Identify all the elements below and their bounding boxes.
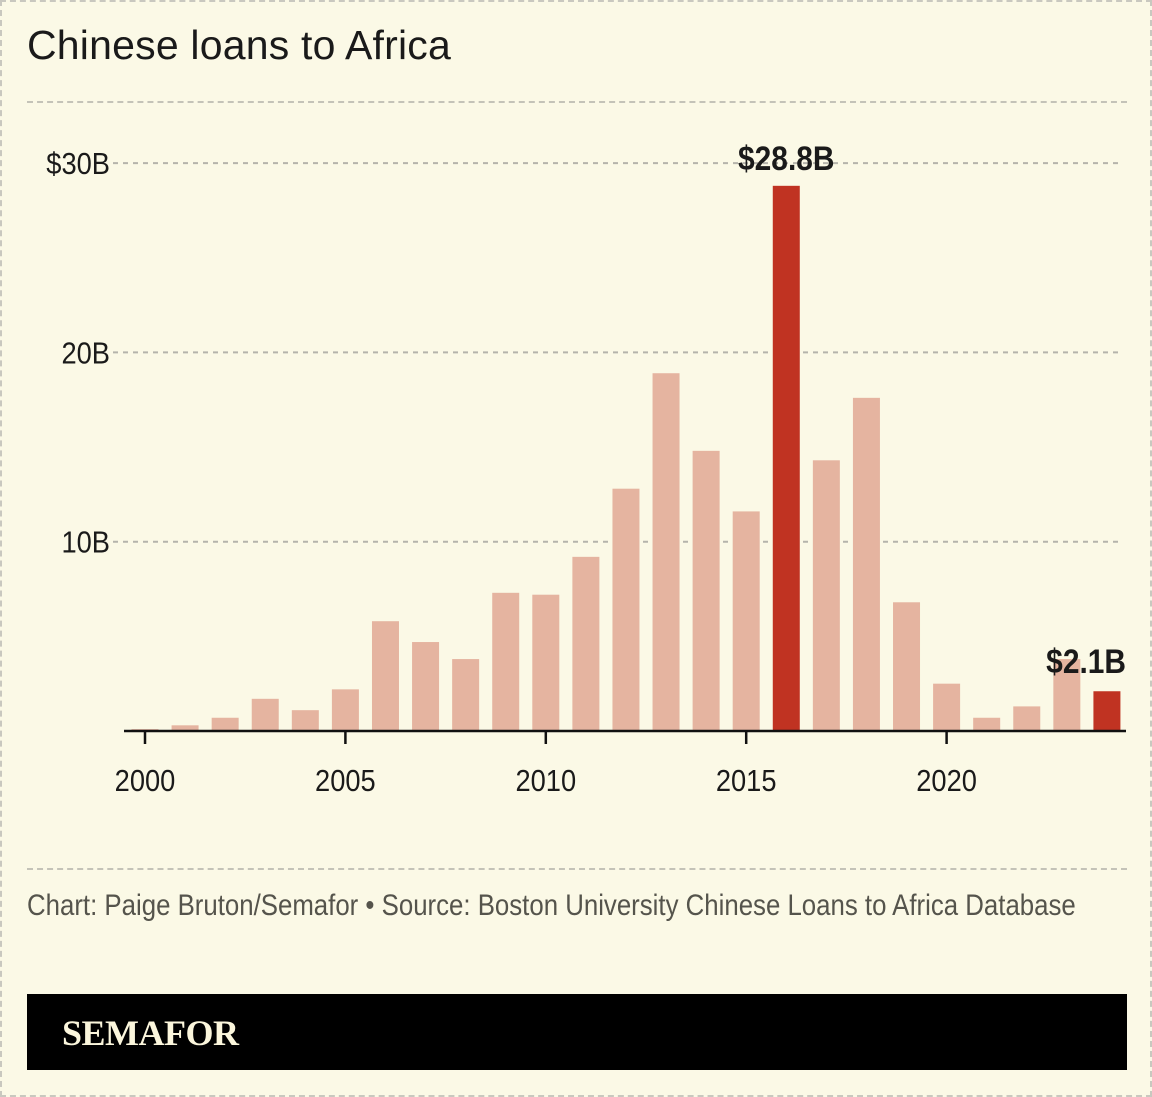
y-axis-label: 10B <box>61 526 110 560</box>
bar-chart: 10B 20B $30B 2000 2005 2010 2015 2020 $28.8B $2.1… <box>46 139 1126 798</box>
bar-2013 <box>652 373 680 731</box>
bar-2006 <box>371 621 399 731</box>
bar-2018 <box>852 397 880 731</box>
top-divider <box>27 101 1127 103</box>
semafor-logo: SEMAFOR <box>62 1013 239 1053</box>
bar-2021 <box>973 717 1001 731</box>
value-annotation: $28.8B <box>738 139 834 177</box>
value-annotation: $2.1B <box>1046 642 1126 680</box>
x-axis-label: 2000 <box>115 764 176 798</box>
bar-2001 <box>171 725 199 731</box>
bar-2007 <box>412 642 440 731</box>
y-axis-label: 20B <box>61 337 110 371</box>
bar-2019 <box>893 602 921 731</box>
bottom-divider <box>27 868 1127 870</box>
bar-2002 <box>211 717 239 731</box>
x-axis-label: 2010 <box>515 764 576 798</box>
bar-2022 <box>1013 706 1041 731</box>
x-axis-label: 2015 <box>716 764 777 798</box>
bar-2016 <box>772 185 800 732</box>
x-axis-label: 2020 <box>916 764 977 798</box>
bar-2010 <box>532 594 560 731</box>
bar-2008 <box>452 659 480 731</box>
chart-credit: Chart: Paige Bruton/Semafor • Source: Bo… <box>27 889 1076 922</box>
y-axis-label: $30B <box>46 148 110 182</box>
bar-2023 <box>1053 659 1081 731</box>
x-axis-label: 2005 <box>315 764 376 798</box>
bar-2015 <box>732 511 760 731</box>
chart-title: Chinese loans to Africa <box>27 22 451 68</box>
bar-2005 <box>331 689 359 731</box>
bar-2014 <box>692 450 720 731</box>
brand-bar: SEMAFOR <box>27 994 1127 1070</box>
bar-2004 <box>291 710 319 731</box>
bar-2011 <box>572 556 600 731</box>
bar-2020 <box>933 683 961 731</box>
bar-2012 <box>612 488 640 731</box>
bar-2009 <box>492 592 520 731</box>
bar-2017 <box>812 460 840 731</box>
bar-2003 <box>251 698 279 731</box>
bar-2024 <box>1093 691 1121 731</box>
